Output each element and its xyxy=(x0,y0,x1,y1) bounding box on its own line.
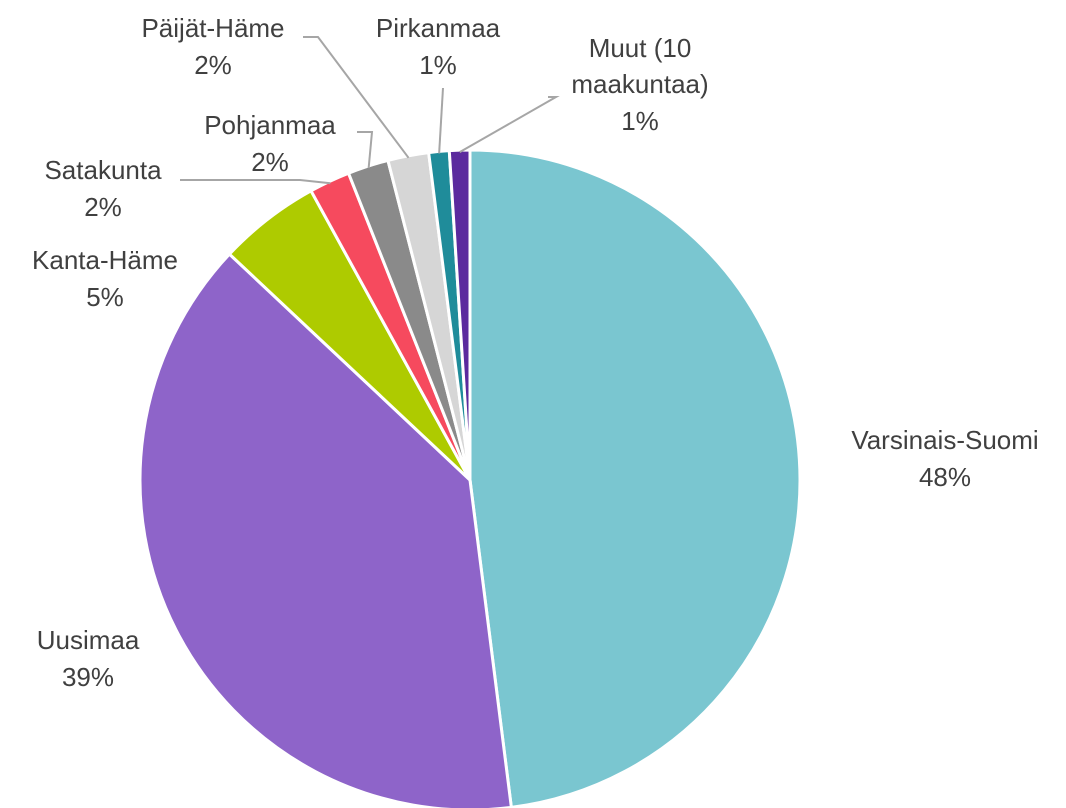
pie-slice xyxy=(447,148,472,481)
leader-line xyxy=(303,36,410,159)
category-label: Pohjanmaa xyxy=(204,110,336,140)
leader-line xyxy=(180,179,331,185)
data-label: Uusimaa 39% xyxy=(37,625,140,692)
data-label: Muut (10 maakuntaa) 1% xyxy=(571,33,708,136)
pie-slice xyxy=(138,251,513,808)
category-label: Varsinais-Suomi xyxy=(851,425,1038,455)
value-label: 1% xyxy=(621,106,659,136)
leader-line xyxy=(438,87,444,154)
category-line: Uusimaa xyxy=(37,625,140,655)
category-line: Varsinais-Suomi xyxy=(851,425,1038,455)
value-label: 2% xyxy=(251,147,289,177)
leader-line xyxy=(357,131,374,169)
data-label: Pohjanmaa 2% xyxy=(204,110,336,177)
value-label: 1% xyxy=(419,50,457,80)
category-label: Satakunta xyxy=(44,155,162,185)
value-label: 2% xyxy=(84,192,122,222)
data-label: Kanta-Häme 5% xyxy=(32,245,178,312)
category-label: Muut (10 maakuntaa) xyxy=(571,33,708,99)
category-line: Pirkanmaa xyxy=(376,13,501,43)
data-label: Päijät-Häme 2% xyxy=(141,13,284,80)
category-line: Satakunta xyxy=(44,155,162,185)
value-label: 5% xyxy=(86,282,124,312)
value-label: 39% xyxy=(62,662,114,692)
data-label: Satakunta 2% xyxy=(44,155,162,222)
category-line: Muut (10 xyxy=(589,33,692,63)
category-line: Päijät-Häme xyxy=(141,13,284,43)
category-line: maakuntaa) xyxy=(571,69,708,99)
category-label: Uusimaa xyxy=(37,625,140,655)
category-label: Pirkanmaa xyxy=(376,13,501,43)
category-label: Päijät-Häme xyxy=(141,13,284,43)
value-label: 48% xyxy=(919,462,971,492)
category-line: Pohjanmaa xyxy=(204,110,336,140)
category-label: Kanta-Häme xyxy=(32,245,178,275)
data-label: Pirkanmaa 1% xyxy=(376,13,501,80)
category-line: Kanta-Häme xyxy=(32,245,178,275)
data-label: Varsinais-Suomi 48% xyxy=(851,425,1038,492)
leader-line xyxy=(459,96,560,154)
pie-slice xyxy=(468,148,802,808)
value-label: 2% xyxy=(194,50,232,80)
